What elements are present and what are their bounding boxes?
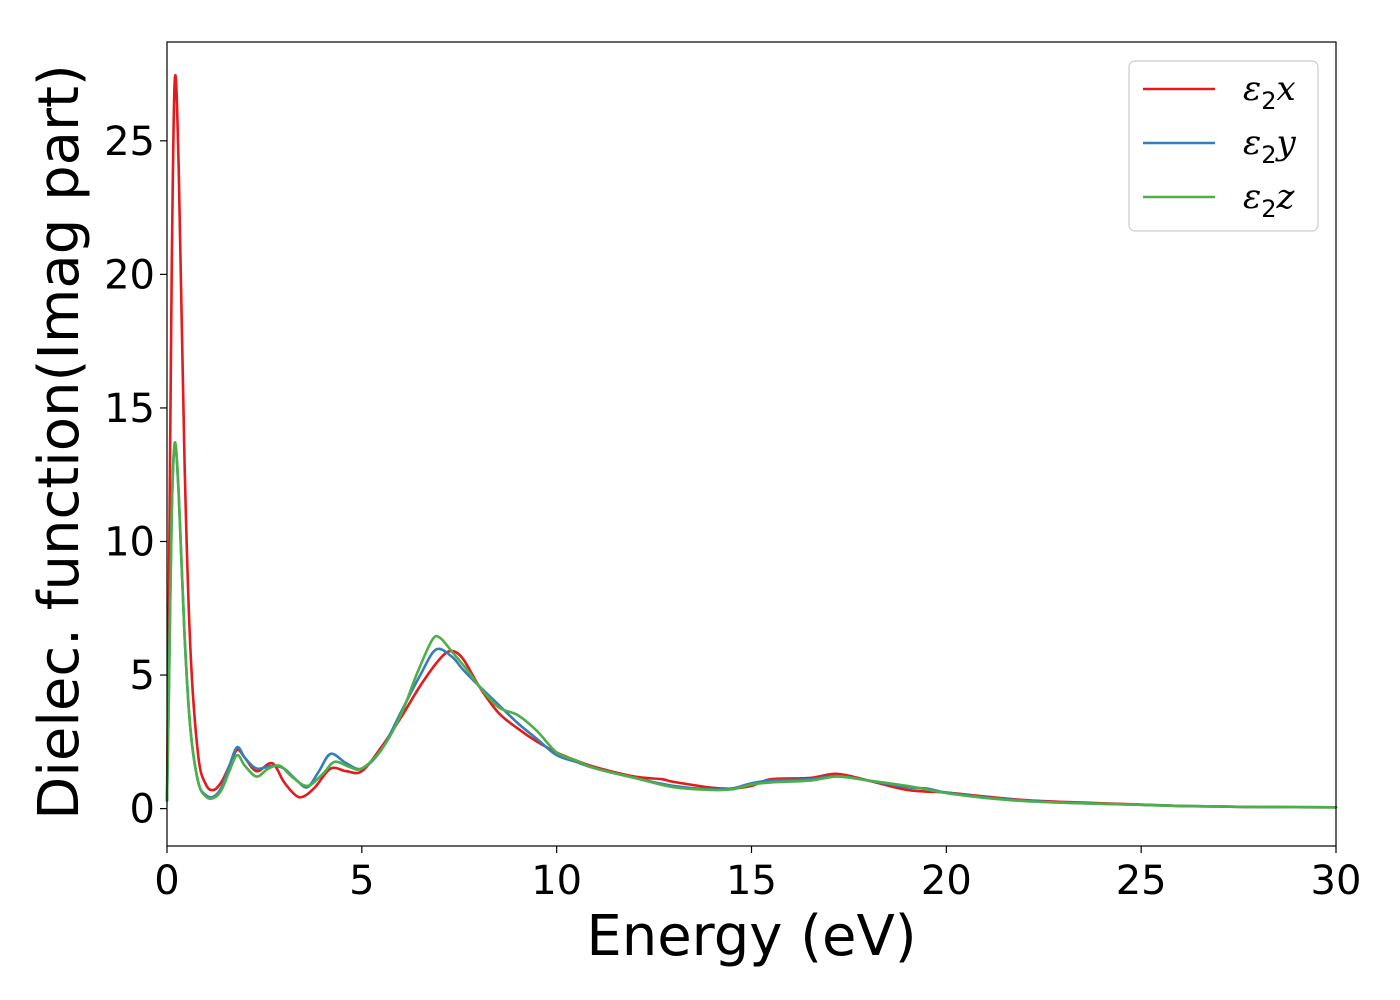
y-axis-label: Dielec. function(Imag part) (27, 64, 92, 820)
y-tick-label: 10 (104, 519, 155, 565)
y-tick-label: 20 (104, 252, 155, 298)
legend-label-y: ε2y (1243, 123, 1297, 169)
y-tick-label: 0 (130, 787, 155, 833)
series-line-x (165, 74, 1338, 809)
y-tick-label: 5 (130, 653, 155, 699)
series-line-z (165, 441, 1338, 809)
legend-box (1128, 60, 1319, 232)
legend-label-z: ε2z (1243, 177, 1296, 223)
series-layer (165, 74, 1338, 809)
y-tick-label: 25 (104, 119, 155, 165)
x-tick-label: 0 (154, 858, 179, 904)
x-tick-label: 10 (531, 858, 582, 904)
x-tick-label: 20 (921, 858, 972, 904)
x-tick-label: 30 (1311, 858, 1362, 904)
x-tick-label: 15 (726, 858, 777, 904)
x-axis-ticks: 0 5 10 15 20 25 30 (154, 846, 1361, 904)
x-axis-label: Energy (eV) (586, 904, 916, 969)
x-tick-label: 5 (349, 858, 374, 904)
legend-label-x: ε2x (1243, 69, 1296, 115)
x-tick-label: 25 (1116, 858, 1167, 904)
legend: ε2x ε2y ε2z (1128, 60, 1319, 232)
y-tick-label: 15 (104, 386, 155, 432)
y-axis-ticks: 0 5 10 15 20 25 (104, 119, 167, 833)
